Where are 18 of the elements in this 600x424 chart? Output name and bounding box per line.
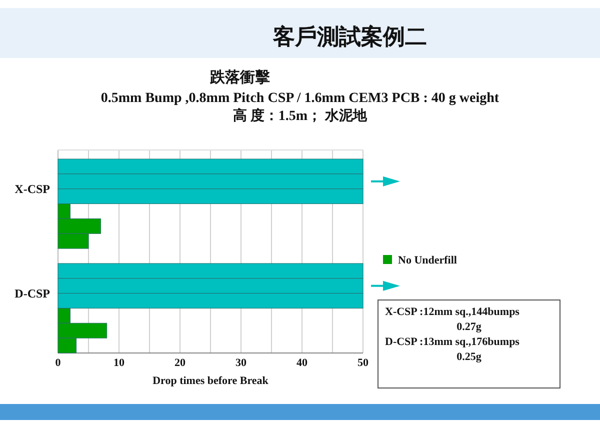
text: 0.27g bbox=[456, 321, 482, 333]
x-tick-label: 50 bbox=[358, 357, 369, 369]
legend-label: No Underfill bbox=[398, 254, 457, 266]
x-axis-title: Drop times before Break bbox=[152, 375, 270, 387]
x-tick-label: 30 bbox=[236, 357, 247, 369]
legend-item: No Underfill bbox=[383, 254, 457, 266]
header: 客戶測試案例二 bbox=[273, 24, 427, 49]
x-tick-label: 40 bbox=[296, 357, 308, 369]
text: 0.25g bbox=[456, 351, 482, 363]
chart-subtitle: 0.5mm Bump ,0.8mm Pitch CSP / 1.6mm CEM3 PCB : 40 g weight 高 度：1.5m； 水泥地 bbox=[100, 91, 500, 124]
x-tick-label: 10 bbox=[114, 357, 125, 369]
x-tick-label: 20 bbox=[174, 357, 186, 369]
text: D-CSP :13mm sq.,176bumps bbox=[385, 336, 520, 348]
chart-title: 跌落衝擊 bbox=[209, 69, 270, 86]
x-tick-label: 0 bbox=[55, 357, 62, 369]
y-tick-label: D-CSP bbox=[14, 286, 50, 300]
text: X-CSP :12mm sq.,144bumps bbox=[385, 306, 520, 318]
y-tick-label: X-CSP bbox=[14, 182, 50, 196]
